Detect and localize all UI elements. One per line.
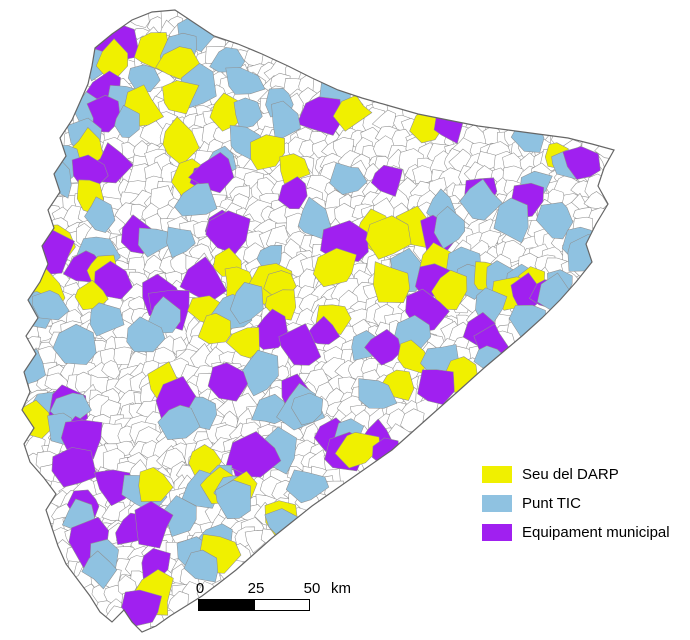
municipality-cell: [291, 392, 324, 426]
municipality-cell: [358, 378, 398, 409]
municipality-cell: [277, 176, 308, 210]
municipality-cell: [431, 269, 468, 310]
municipality-cell: [114, 105, 140, 138]
municipality-cell: [197, 312, 231, 345]
legend-swatch-purple: [482, 524, 512, 541]
municipality-cell: [278, 323, 322, 366]
municipality-cell: [373, 261, 410, 303]
municipality-cell: [174, 182, 218, 217]
municipality-cell: [412, 165, 434, 185]
legend-item-seu-del-darp: Seu del DARP: [482, 466, 670, 483]
scale-unit: km: [331, 580, 351, 597]
municipality-cell: [183, 549, 218, 583]
municipality-cell: [535, 202, 574, 240]
municipality-cell: [332, 94, 373, 132]
scale-tick-0: 0: [195, 580, 205, 597]
legend-item-punt-tic: Punt TIC: [482, 495, 670, 512]
municipality-cell: [127, 64, 161, 93]
municipality-cell: [370, 164, 403, 197]
municipality-cell: [250, 134, 285, 171]
legend-swatch-yellow: [482, 466, 512, 483]
municipality-cell: [493, 197, 529, 244]
municipality-cell: [562, 146, 601, 180]
municipality-cell: [225, 327, 260, 359]
municipality-cell: [157, 404, 201, 440]
legend-label: Seu del DARP: [522, 466, 619, 483]
municipality-cell: [52, 323, 97, 365]
municipality-cell: [397, 339, 429, 374]
municipality-cell: [84, 196, 116, 233]
municipality-cell: [240, 349, 279, 397]
municipality-cell: [81, 550, 118, 590]
municipality-cell: [365, 215, 412, 260]
municipality-cell: [229, 281, 264, 325]
legend-item-equipament-municipal: Equipament municipal: [482, 524, 670, 541]
legend-swatch-blue: [482, 495, 512, 512]
scale-tick-50: 50: [303, 580, 321, 597]
scale-tick-25: 25: [247, 580, 265, 597]
region-outline: [21, 9, 615, 633]
scale-bar-ticks: 0 25 50 km: [195, 580, 368, 598]
municipality-cell: [225, 431, 282, 478]
municipality-cell: [225, 67, 266, 95]
municipality-cells-colored: [22, 11, 601, 627]
scale-bar-segment-filled: [198, 599, 254, 611]
municipality-cell: [162, 80, 200, 115]
municipality-cell: [32, 290, 70, 321]
municipality-cell: [215, 479, 251, 519]
municipality-cell: [138, 467, 174, 502]
legend: Seu del DARP Punt TIC Equipament municip…: [482, 466, 670, 541]
municipality-cell: [89, 302, 125, 337]
municipality-cell: [51, 447, 98, 488]
municipality-cell: [417, 369, 455, 405]
municipality-cell: [188, 151, 235, 194]
municipality-cell: [570, 180, 591, 198]
municipality-cell: [22, 348, 46, 386]
municipality-cell: [296, 96, 343, 136]
municipality-cell: [113, 346, 133, 365]
scale-bar-segment-empty: [254, 599, 310, 611]
municipality-cell: [285, 469, 330, 504]
municipality-cell: [147, 296, 181, 334]
municipality-cell: [364, 328, 402, 366]
scale-bar: 0 25 50 km: [195, 580, 368, 620]
municipality-cell: [93, 260, 133, 300]
legend-label: Equipament municipal: [522, 524, 670, 541]
scale-bar-graphic: [198, 599, 310, 611]
municipality-cell: [126, 316, 166, 353]
legend-label: Punt TIC: [522, 495, 581, 512]
municipality-cell: [138, 227, 173, 258]
municipality-cell: [312, 247, 357, 288]
municipality-cell: [459, 178, 503, 221]
municipality-cell: [121, 589, 163, 627]
municipality-cell: [166, 226, 196, 258]
municipality-cell: [334, 432, 381, 469]
municipality-cell: [134, 500, 174, 549]
municipality-cell: [86, 94, 121, 133]
municipality-cell: [433, 206, 466, 249]
municipality-cell: [271, 100, 301, 142]
municipality-cell: [329, 162, 368, 195]
municipality-cell: [233, 97, 263, 130]
municipality-cell: [207, 362, 249, 402]
